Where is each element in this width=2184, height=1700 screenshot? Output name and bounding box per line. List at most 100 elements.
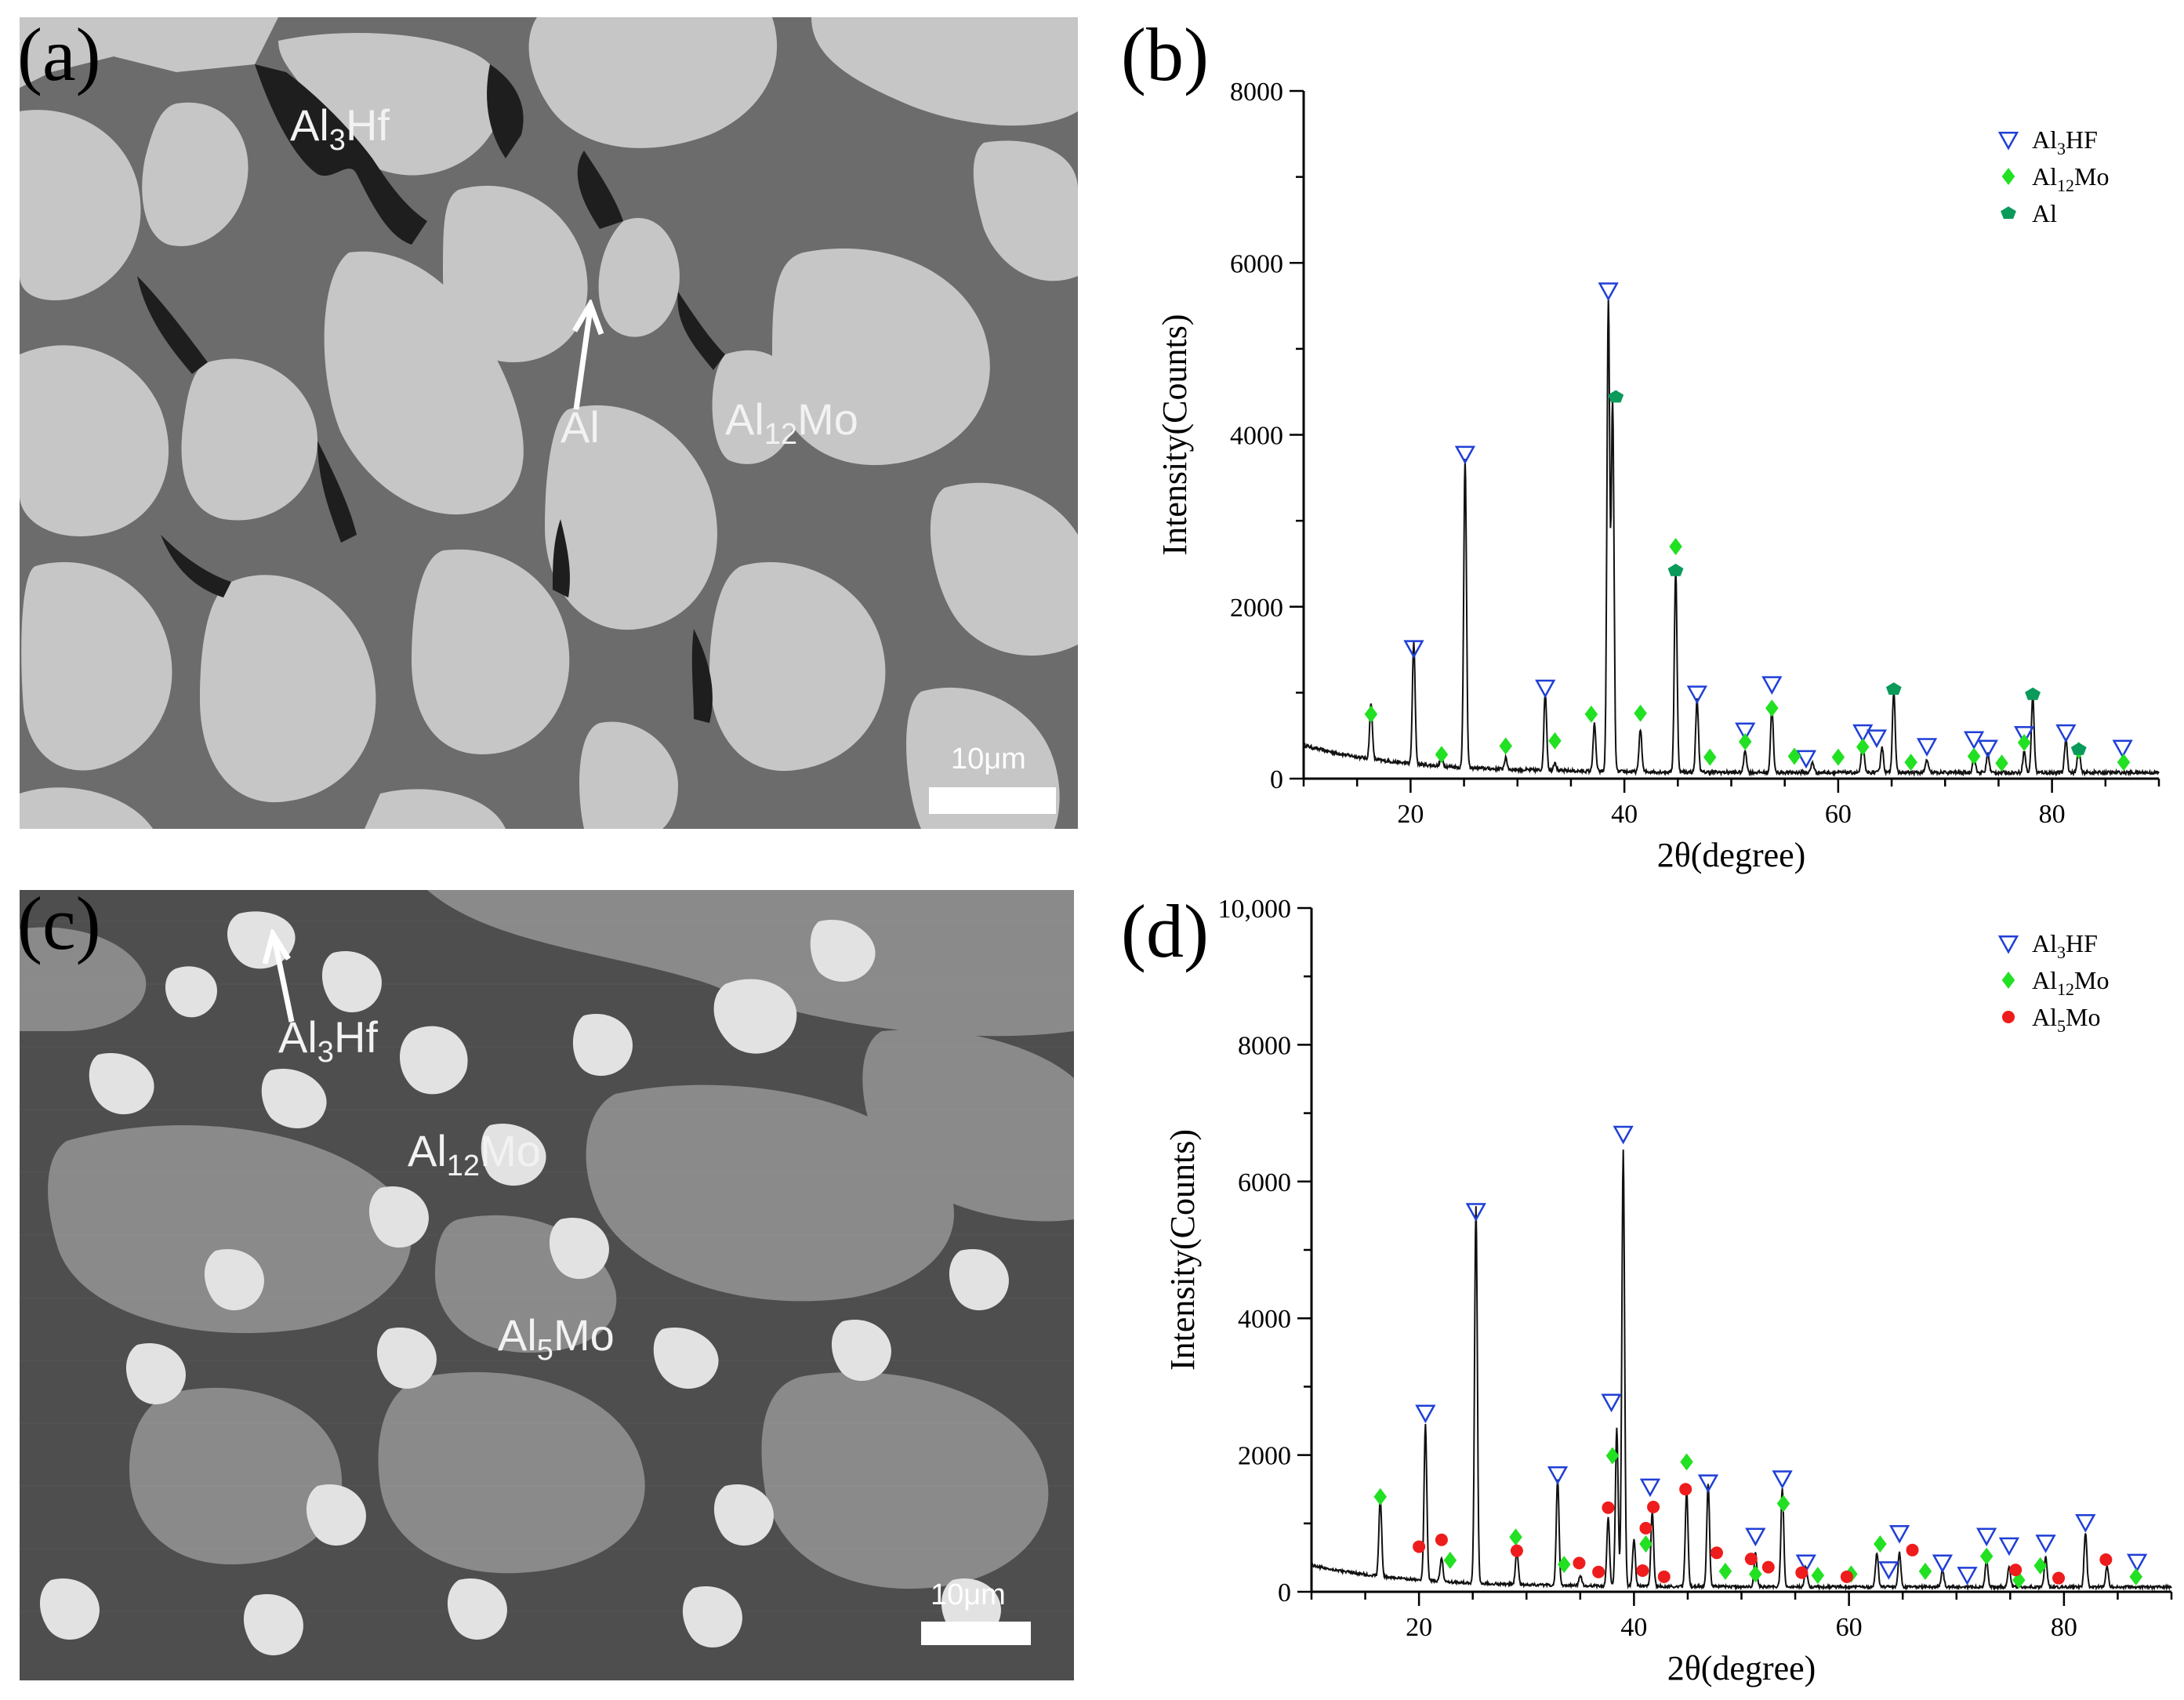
peak-marker-al5mo: [1510, 1544, 1523, 1557]
peak-marker-al12mo: [1557, 1556, 1571, 1574]
peak-marker-al3hf: [1878, 1561, 1899, 1580]
peak-marker-al5mo: [1639, 1521, 1653, 1535]
arrow-al-a: [571, 300, 604, 410]
peak-marker-al3hf: [1932, 1554, 1954, 1574]
peak-marker-al5mo: [1710, 1546, 1723, 1560]
y-axis-title: Intensity(Counts): [1163, 1129, 1202, 1371]
x-tick-label: 60: [1825, 800, 1852, 829]
peak-marker-al5mo: [1636, 1564, 1649, 1577]
peak-marker-al3hf: [1686, 685, 1707, 705]
y-tick-label: 2000: [1230, 594, 1283, 623]
peak-marker-al12mo: [1776, 1495, 1790, 1513]
sem-c-texture: [20, 890, 1074, 1680]
peak-marker-al12mo: [1548, 732, 1562, 750]
x-axis-title: 2θ(degree): [1657, 836, 1806, 874]
peak-marker-al3hf: [1465, 1203, 1486, 1222]
peak-marker-al: [2025, 687, 2041, 700]
scale-label-c: 10μm: [931, 1578, 1006, 1611]
peak-marker-al5mo: [1744, 1553, 1758, 1566]
peak-marker-al3hf: [1977, 739, 1998, 759]
y-tick-label: 6000: [1238, 1168, 1291, 1197]
peak-marker-al3hf: [2075, 1514, 2096, 1533]
peak-marker-al5mo: [1761, 1560, 1775, 1574]
peak-marker-al5mo: [1657, 1570, 1671, 1583]
peak-marker-al12mo: [1584, 705, 1598, 723]
peak-marker-al12mo: [2012, 1571, 2026, 1589]
peak-marker-al12mo: [1967, 747, 1981, 765]
peak-marker-al5mo: [2099, 1553, 2113, 1567]
y-tick-label: 2000: [1238, 1442, 1291, 1471]
peak-marker-al12mo: [2033, 1557, 2047, 1575]
peak-marker-al3hf: [1598, 282, 1619, 301]
peak-marker-al3hf: [1403, 640, 1424, 659]
peak-marker-al3hf: [1761, 676, 1783, 695]
peak-marker-al12mo: [1856, 738, 1870, 756]
peak-marker-al12mo: [1435, 746, 1449, 764]
legend-marker-al3hf: [1997, 131, 2019, 151]
peak-marker-al12mo: [1738, 732, 1752, 750]
scale-bar-a: [929, 787, 1056, 814]
peak-marker-al5mo: [1906, 1543, 1919, 1557]
peak-marker-al3hf: [2126, 1553, 2148, 1573]
peak-marker-al5mo: [1647, 1500, 1660, 1513]
peak-marker-al12mo: [1364, 705, 1378, 723]
legend-marker-al5mo: [2002, 1011, 2015, 1023]
panel-label-b: (b): [1121, 13, 1209, 96]
peak-marker-al5mo: [1573, 1557, 1586, 1570]
y-axis-title: Intensity(Counts): [1155, 314, 1194, 556]
sem-image-a: Al3Hf Al Al12Mo 10μm: [20, 17, 1078, 829]
legend-marker-al12mo: [2001, 168, 2015, 185]
x-tick-label: 20: [1406, 1613, 1432, 1642]
sem-a-texture: [20, 17, 1078, 829]
peak-marker-al3hf: [1697, 1474, 1719, 1494]
peak-marker-al3hf: [1916, 738, 1938, 757]
y-tick-label: 8000: [1230, 78, 1283, 107]
peak-marker-al5mo: [1435, 1533, 1448, 1546]
peak-marker-al12mo: [1918, 1562, 1932, 1580]
peak-marker-al3hf: [1601, 1393, 1622, 1413]
peak-marker-al3hf: [1957, 1567, 1978, 1586]
panel-label-c: (c): [17, 881, 101, 965]
x-tick-label: 40: [1611, 800, 1638, 829]
peak-marker-al3hf: [1998, 1537, 2020, 1557]
peak-marker-al12mo: [1904, 754, 1917, 772]
peak-marker-al12mo: [1831, 748, 1845, 766]
y-tick-label: 4000: [1230, 422, 1283, 451]
y-tick-label: 0: [1270, 765, 1283, 794]
peak-marker-al3hf: [1639, 1478, 1661, 1498]
peak-marker-al: [1885, 682, 1902, 696]
peak-marker-al12mo: [1979, 1547, 1994, 1565]
legend-label: Al12Mo: [2032, 966, 2109, 999]
peak-marker-al12mo: [1765, 699, 1779, 717]
peak-marker-al5mo: [1602, 1501, 1615, 1514]
xrd-plot-b: 20 40 60 80 0 2000 4000 6000 8000 2θ(degree) Inten…: [1155, 78, 2160, 874]
peak-marker-al3hf: [1415, 1404, 1436, 1424]
peak-marker-al5mo: [2052, 1571, 2066, 1585]
peak-marker-al12mo: [1845, 1565, 1858, 1583]
x-tick-label: 40: [1620, 1613, 1647, 1642]
peak-marker-al12mo: [1669, 538, 1682, 556]
peak-marker-al5mo: [1679, 1483, 1692, 1496]
legend-marker-al12mo: [2001, 972, 2015, 989]
peak-marker-al12mo: [1749, 1565, 1762, 1583]
panel-label-d: (d): [1121, 889, 1209, 973]
peak-marker-al3hf: [1735, 722, 1756, 742]
peak-marker-al: [2070, 742, 2087, 755]
legend-marker-al: [2001, 206, 2016, 220]
peak-marker-al3hf: [2055, 724, 2077, 743]
peak-marker-al3hf: [1454, 445, 1476, 465]
peak-marker-al12mo: [2129, 1567, 2142, 1586]
peak-marker-al3hf: [1745, 1527, 1766, 1547]
x-tick-label: 80: [2051, 1613, 2077, 1642]
peak-marker-al3hf: [1535, 679, 1556, 699]
label-al3hf-c: Al3Hf: [278, 1012, 378, 1069]
peak-marker-al3hf: [1795, 750, 1817, 769]
legend-label: Al: [2032, 199, 2057, 227]
peak-marker-al12mo: [1874, 1535, 1887, 1553]
peak-marker-al12mo: [1634, 704, 1647, 722]
y-tick-label: 8000: [1238, 1031, 1291, 1060]
peak-marker-al3hf: [1772, 1470, 1793, 1489]
y-tick-label: 10,000: [1218, 895, 1292, 924]
peak-marker-al12mo: [2072, 741, 2085, 759]
peak-marker-al5mo: [2009, 1564, 2023, 1577]
